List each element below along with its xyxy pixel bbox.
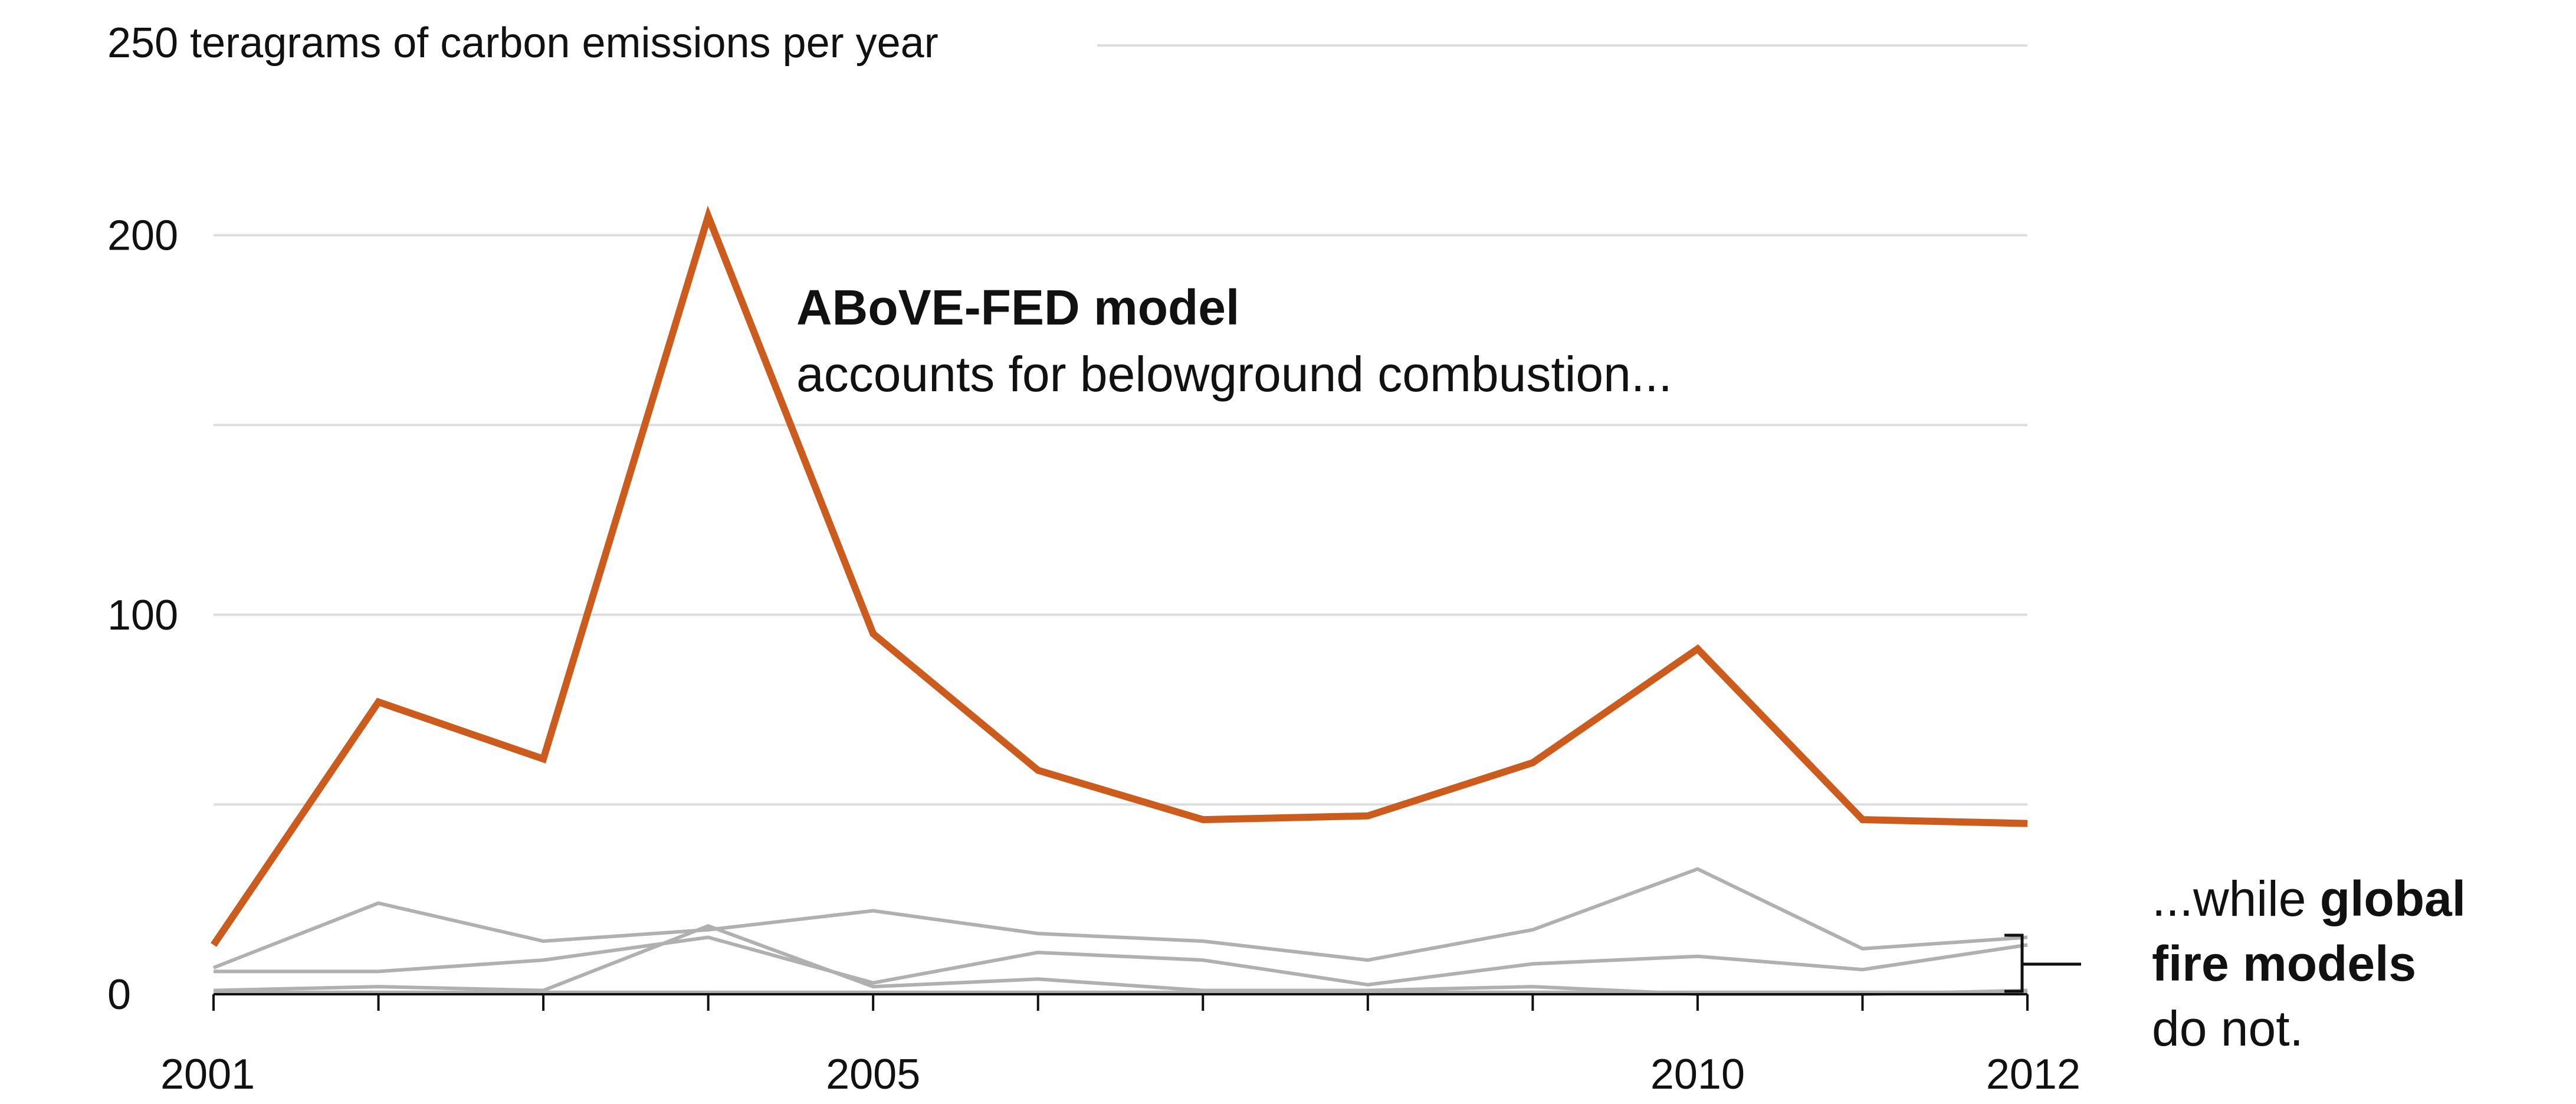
x-tick-label-2012: 2012	[1986, 1051, 2081, 1098]
y-axis-title: 250 teragrams of carbon emissions per ye…	[107, 19, 938, 67]
series-line-global-model-2	[214, 935, 2028, 987]
global-models-bracket	[2004, 933, 2081, 993]
y-tick-label-100: 100	[107, 592, 178, 639]
global-models-note-line-1: ...while global	[2152, 871, 2466, 926]
highlight-series-description: accounts for belowground combustion...	[796, 346, 1672, 402]
series-line-above-fed	[211, 205, 2028, 947]
gridlines	[214, 44, 2027, 806]
highlight-series-title: ABoVE-FED model	[796, 280, 1239, 335]
axis-labels: 0 100 200 2001 2005 2010 2012	[107, 212, 2081, 1098]
global-models-note-line-3: do not.	[2152, 1001, 2303, 1056]
series-line-global-model-1	[212, 867, 2028, 969]
x-tick-label-2010: 2010	[1650, 1051, 1745, 1098]
y-tick-label-200: 200	[107, 212, 178, 260]
x-tick-label-2001: 2001	[160, 1051, 255, 1098]
x-tick-label-2005: 2005	[826, 1051, 920, 1098]
y-tick-label-0: 0	[107, 971, 131, 1018]
x-axis	[212, 993, 2029, 1011]
global-models-note-line-2: fire models	[2152, 936, 2416, 991]
series-lines	[211, 205, 2028, 996]
